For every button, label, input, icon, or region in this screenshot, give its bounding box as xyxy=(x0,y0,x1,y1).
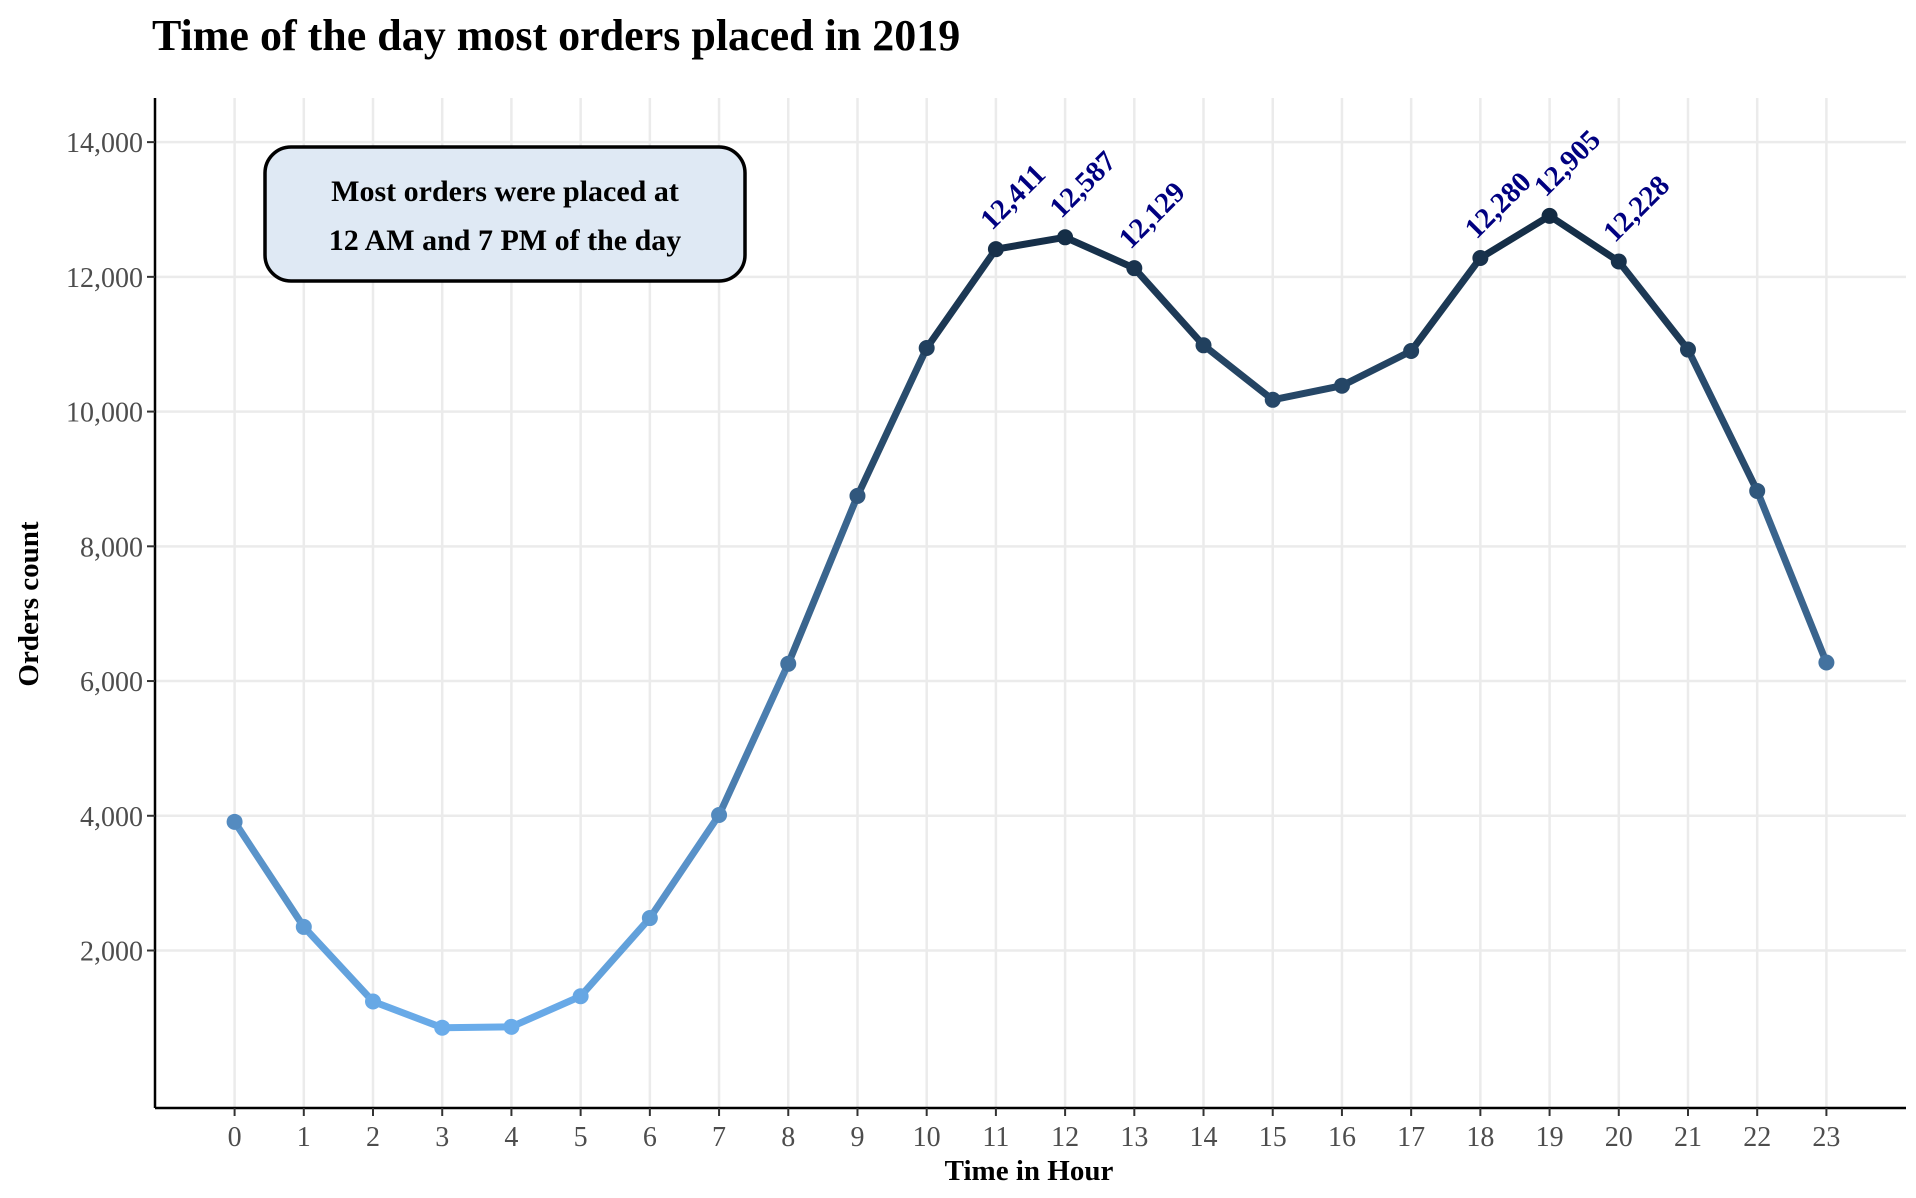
line-segment xyxy=(784,492,861,668)
chart-title: Time of the day most orders placed in 20… xyxy=(152,11,960,60)
y-tick-label: 2,000 xyxy=(80,937,143,968)
line-segment xyxy=(646,811,723,922)
line-segment xyxy=(1615,257,1692,354)
line-segment xyxy=(853,344,931,500)
line-segment xyxy=(1200,341,1277,404)
line-segment xyxy=(369,997,446,1032)
data-point xyxy=(780,655,797,672)
y-axis-title: Orders count xyxy=(13,521,45,686)
line-segment xyxy=(1061,233,1138,272)
y-tick-label: 4,000 xyxy=(80,802,143,833)
data-point xyxy=(918,339,935,356)
x-tick-label: 6 xyxy=(643,1122,657,1153)
line-segment xyxy=(923,245,1000,352)
line-segment xyxy=(1753,487,1830,667)
line-segment xyxy=(1269,382,1346,404)
data-point xyxy=(1057,229,1074,246)
data-point xyxy=(1195,337,1212,354)
data-point xyxy=(1264,391,1281,408)
data-point xyxy=(572,988,589,1005)
x-tick-label: 19 xyxy=(1536,1122,1564,1153)
data-point xyxy=(849,487,866,504)
data-point xyxy=(987,241,1004,258)
annotation-text: Most orders were placed at xyxy=(331,175,679,208)
line-segment xyxy=(231,818,308,931)
y-tick-label: 6,000 xyxy=(80,667,143,698)
x-tick-label: 12 xyxy=(1051,1122,1079,1153)
line-segment xyxy=(438,1023,515,1032)
x-tick-label: 9 xyxy=(850,1122,864,1153)
line-segment xyxy=(507,992,585,1031)
data-point xyxy=(295,918,312,935)
x-tick-label: 22 xyxy=(1743,1122,1771,1153)
axes: 2,000 4,000 6,000 8,000 10,000 12,000 14,000 0 1… xyxy=(66,98,1906,1153)
line-segment xyxy=(992,233,1069,253)
x-tick-label: 10 xyxy=(913,1122,941,1153)
x-tick-label: 8 xyxy=(781,1122,795,1153)
x-tick-label: 18 xyxy=(1466,1122,1494,1153)
y-tick-label: 8,000 xyxy=(80,532,143,563)
y-tick-label: 10,000 xyxy=(66,398,143,429)
line-segment xyxy=(300,923,377,1005)
x-tick-label: 15 xyxy=(1259,1122,1287,1153)
x-tick-label: 5 xyxy=(574,1122,588,1153)
line-segment xyxy=(577,914,654,1000)
x-tick-label: 14 xyxy=(1190,1122,1218,1153)
data-point xyxy=(365,993,382,1010)
x-axis-title: Time in Hour xyxy=(945,1155,1114,1187)
data-point xyxy=(434,1019,451,1036)
x-tick-label: 7 xyxy=(712,1122,726,1153)
x-tick-label: 2 xyxy=(366,1122,380,1153)
line-segment xyxy=(715,660,792,819)
data-point xyxy=(1472,249,1489,266)
line-segment xyxy=(1684,346,1761,495)
data-label: 12,129 xyxy=(1113,176,1192,255)
data-label: 12,587 xyxy=(1043,145,1122,224)
series-line xyxy=(231,212,1830,1032)
data-point xyxy=(1403,343,1420,360)
x-tick-label: 16 xyxy=(1328,1122,1356,1153)
x-tick-label: 23 xyxy=(1812,1122,1840,1153)
line-segment xyxy=(1130,264,1208,349)
data-point xyxy=(1818,654,1835,671)
line-segment xyxy=(1546,212,1623,265)
x-tick-label: 11 xyxy=(982,1122,1009,1153)
x-tick-label: 17 xyxy=(1397,1122,1425,1153)
x-tick-label: 3 xyxy=(435,1122,449,1153)
data-point xyxy=(503,1018,520,1035)
data-points xyxy=(226,207,1835,1036)
annotation-text: 12 AM and 7 PM of the day xyxy=(329,224,682,257)
data-point xyxy=(1749,482,1766,499)
data-label: 12,905 xyxy=(1528,124,1607,203)
data-point xyxy=(641,910,658,927)
data-point xyxy=(1679,341,1696,358)
data-point xyxy=(226,813,243,830)
data-label: 12,228 xyxy=(1597,169,1676,248)
x-tick-label: 20 xyxy=(1605,1122,1633,1153)
annotation-box: Most orders were placed at 12 AM and 7 PM… xyxy=(263,145,747,283)
x-tick-label: 13 xyxy=(1120,1122,1148,1153)
line-segment xyxy=(1338,347,1415,390)
line-segment xyxy=(1476,212,1554,262)
data-point xyxy=(1541,207,1558,224)
y-tick-label: 14,000 xyxy=(66,128,143,159)
x-tick-label: 4 xyxy=(504,1122,518,1153)
data-point xyxy=(1333,377,1350,394)
annotation-rect xyxy=(263,145,747,283)
data-label: 12,411 xyxy=(974,158,1052,236)
x-tick-label: 1 xyxy=(297,1122,311,1153)
y-tick-label: 12,000 xyxy=(66,263,143,294)
data-point xyxy=(1126,260,1143,277)
line-segment xyxy=(1407,254,1484,355)
data-point xyxy=(711,807,728,824)
x-tick-label: 0 xyxy=(228,1122,242,1153)
data-point xyxy=(1610,253,1627,270)
x-tick-label: 21 xyxy=(1674,1122,1702,1153)
